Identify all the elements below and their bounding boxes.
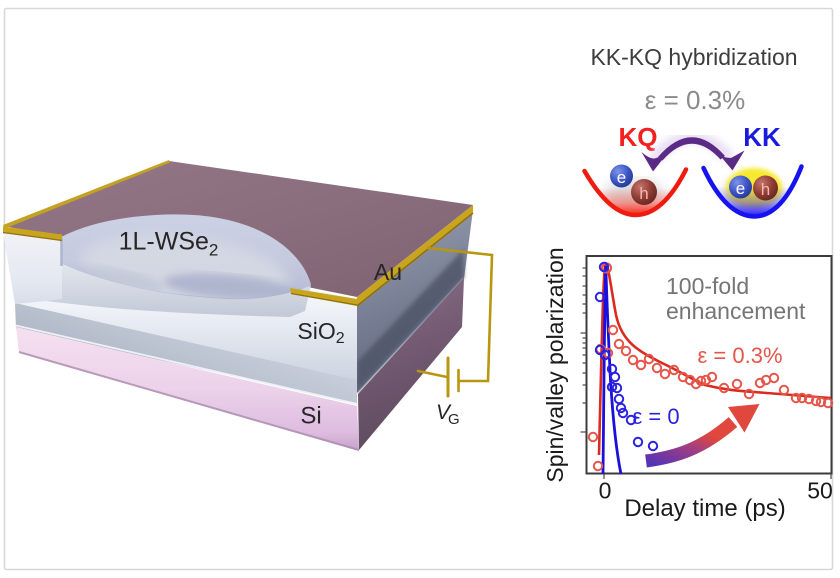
svg-text:h: h	[761, 180, 770, 199]
svg-text:50: 50	[807, 478, 833, 504]
svg-text:G: G	[448, 411, 460, 428]
svg-text:ε = 0: ε = 0	[632, 404, 679, 429]
svg-text:Si: Si	[300, 403, 321, 430]
svg-text:KQ: KQ	[619, 122, 658, 152]
svg-text:ε = 0.3%: ε = 0.3%	[645, 85, 745, 115]
svg-text:0: 0	[599, 478, 612, 504]
svg-text:h: h	[639, 184, 648, 203]
svg-text:Delay time (ps): Delay time (ps)	[624, 495, 785, 522]
svg-text:V: V	[436, 401, 452, 424]
svg-text:KK-KQ hybridization: KK-KQ hybridization	[590, 44, 797, 70]
svg-text:Spin/valley polarization: Spin/valley polarization	[542, 247, 568, 482]
svg-text:e: e	[617, 168, 626, 187]
svg-text:Au: Au	[374, 259, 402, 285]
svg-text:1L-WSe2: 1L-WSe2	[119, 228, 219, 260]
svg-text:KK: KK	[743, 122, 781, 152]
svg-text:enhancement: enhancement	[666, 298, 806, 324]
svg-text:100-fold: 100-fold	[666, 273, 749, 299]
svg-text:e: e	[736, 179, 745, 198]
svg-text:ε = 0.3%: ε = 0.3%	[697, 343, 782, 368]
